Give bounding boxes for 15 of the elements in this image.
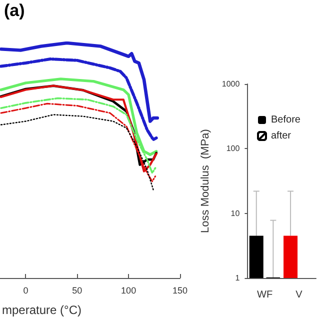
legend-label: Before: [271, 114, 301, 126]
legend-label: after: [271, 130, 292, 142]
y-tick-label: 100: [226, 144, 240, 154]
x-axis-title: mperature (°C): [2, 303, 82, 317]
y-tick-label: 1: [235, 274, 240, 282]
y-tick-label: 10: [230, 208, 240, 218]
text: (a): [4, 1, 25, 20]
x-tick-label: 150: [172, 286, 188, 296]
x-tick-label: V: [296, 290, 303, 300]
y-tick-label: 1000: [222, 80, 240, 88]
y-axis-title: Loss Modulus (MPa): [200, 129, 212, 233]
x-tick-label: WF: [257, 290, 273, 300]
x-tick-label: 50: [72, 286, 82, 296]
x-tick-label: 0: [23, 286, 28, 296]
x-tick-label: 100: [121, 286, 136, 296]
